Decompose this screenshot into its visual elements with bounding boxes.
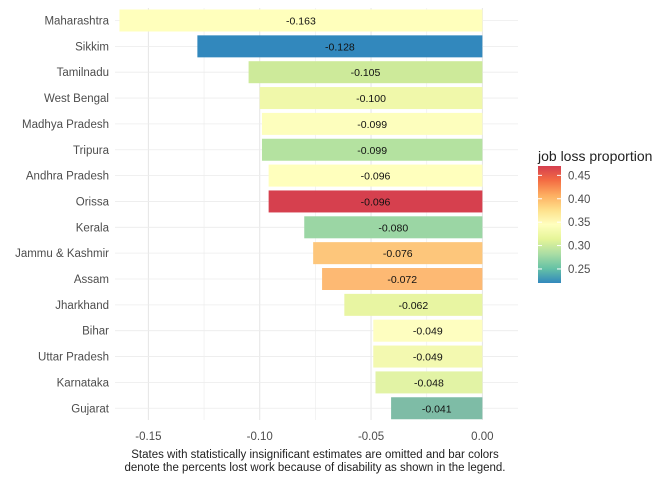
bar	[375, 371, 483, 394]
x-axis-ticks: -0.15 -0.10 -0.05 0.00	[135, 431, 493, 443]
data-label: -0.099	[357, 119, 387, 131]
x-tick-label: -0.05	[358, 431, 384, 443]
bar	[119, 9, 483, 32]
data-label: -0.099	[357, 145, 387, 157]
x-tick-label: -0.10	[247, 431, 273, 443]
category-label: Tripura	[73, 145, 110, 157]
category-label: Gujarat	[71, 403, 110, 415]
category-labels: Maharashtra Sikkim Tamilnadu West Bengal Mad…	[15, 16, 110, 416]
data-label: -0.076	[383, 248, 413, 260]
caption-line-1: States with statistically insignificant …	[131, 449, 499, 461]
bars	[119, 9, 483, 420]
bar	[197, 35, 483, 58]
category-label: Andhra Pradesh	[26, 171, 109, 183]
x-tick-label: -0.15	[135, 431, 161, 443]
category-label: Tamilnadu	[57, 67, 109, 79]
legend-tick-label: 0.25	[568, 264, 590, 276]
legend-tick-label: 0.30	[568, 241, 590, 253]
category-label: Madhya Pradesh	[22, 119, 109, 131]
data-label: -0.105	[351, 67, 381, 79]
category-label: Maharashtra	[44, 16, 109, 28]
data-label: -0.163	[286, 16, 316, 28]
data-label: -0.048	[414, 377, 444, 389]
bar	[261, 112, 483, 135]
data-label: -0.049	[413, 352, 443, 364]
bar	[322, 268, 483, 290]
data-label: -0.072	[387, 274, 417, 286]
bar	[248, 61, 483, 84]
bar	[304, 216, 483, 239]
bar	[268, 190, 483, 213]
x-tick-label: 0.00	[471, 431, 493, 443]
category-label: Bihar	[82, 326, 109, 338]
legend-tick-label: 0.35	[568, 217, 590, 229]
category-label: Jharkhand	[55, 300, 109, 312]
data-label: -0.128	[325, 41, 355, 53]
legend: job loss proportion 0.45 0.40 0.35 0.30 0.25	[537, 148, 652, 283]
value-labels: -0.163 -0.128 -0.105 -0.100 -0.099 -0.099 -0.0…	[286, 16, 452, 416]
bar	[268, 164, 483, 187]
legend-tick-label: 0.45	[568, 170, 590, 182]
category-label: Assam	[74, 274, 109, 286]
data-label: -0.096	[361, 171, 391, 183]
data-label: -0.041	[422, 403, 452, 415]
category-label: Kerala	[76, 222, 110, 234]
bar	[391, 397, 483, 420]
data-label: -0.062	[398, 300, 428, 312]
bar	[313, 242, 483, 265]
bar	[373, 345, 483, 368]
category-label: Karnataka	[57, 377, 110, 389]
bar	[344, 293, 483, 316]
caption-line-2: denote the percents lost work because of…	[124, 462, 506, 474]
category-label: Uttar Pradesh	[38, 352, 109, 364]
category-label: West Bengal	[44, 93, 109, 105]
data-label: -0.049	[413, 326, 443, 338]
legend-colorbar	[538, 166, 561, 283]
bar	[261, 138, 483, 161]
legend-tick-label: 0.40	[568, 194, 590, 206]
category-label: Orissa	[76, 196, 110, 208]
chart-caption: States with statistically insignificant …	[100, 449, 530, 475]
data-label: -0.100	[356, 93, 386, 105]
category-label: Jammu & Kashmir	[15, 248, 109, 260]
data-label: -0.080	[378, 222, 408, 234]
legend-title: job loss proportion	[537, 148, 652, 164]
category-label: Sikkim	[75, 41, 109, 53]
bar	[373, 319, 483, 342]
bar	[259, 87, 483, 110]
data-label: -0.096	[361, 196, 391, 208]
